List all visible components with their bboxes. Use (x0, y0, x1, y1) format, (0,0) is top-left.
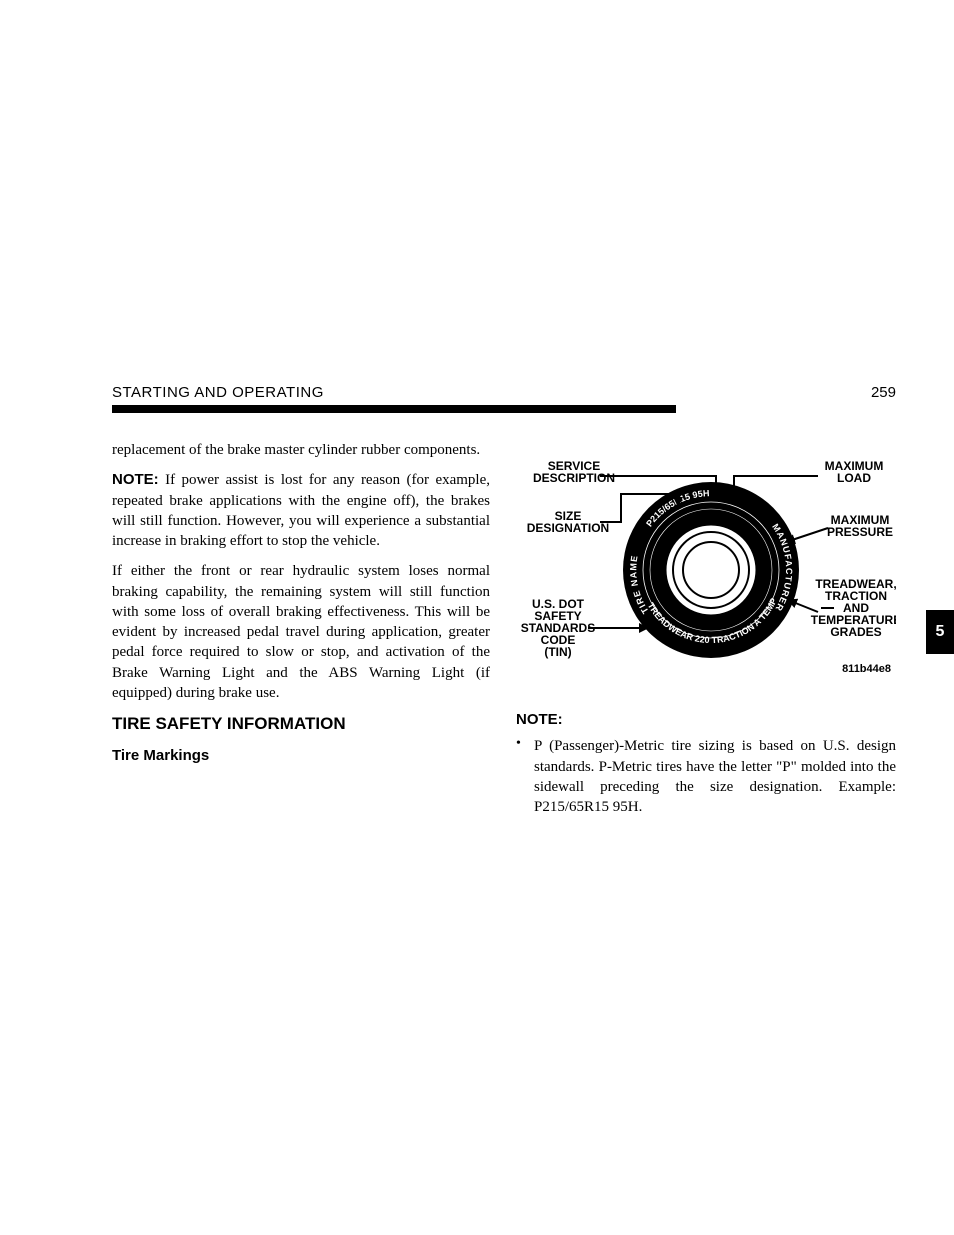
bullet-text: P (Passenger)-Metric tire sizing is base… (534, 736, 896, 817)
para-brake-replacement: replacement of the brake master cylinder… (112, 440, 490, 460)
note-label-right: NOTE: (516, 711, 563, 728)
heading-tire-safety: TIRE SAFETY INFORMATION (112, 713, 490, 736)
header-rule (112, 405, 676, 413)
note-block: NOTE: (516, 710, 896, 730)
label-size-2: DESIGNATION (527, 521, 609, 535)
para-note-power-assist: NOTE: If power assist is lost for any re… (112, 470, 490, 551)
note-label: NOTE: (112, 471, 159, 488)
right-column: P215/65R15 95H MANUFACTURER TIRE NAME TR… (516, 440, 896, 825)
note-body: If power assist is lost for any reason (… (112, 472, 490, 549)
heading-tire-markings: Tire Markings (112, 746, 490, 766)
label-maxpress-2: PRESSURE (827, 525, 893, 539)
content-columns: replacement of the brake master cylinder… (112, 440, 896, 825)
label-dot-5: (TIN) (544, 645, 571, 659)
figure-id: 811b44e8 (842, 663, 891, 675)
para-hydraulic-loss: If either the front or rear hydraulic sy… (112, 561, 490, 703)
left-column: replacement of the brake master cylinder… (112, 440, 490, 825)
tire-markings-figure: P215/65R15 95H MANUFACTURER TIRE NAME TR… (516, 440, 896, 700)
label-maxload-2: LOAD (837, 471, 871, 485)
label-service-2: DESCRIPTION (533, 471, 615, 485)
header-page-number: 259 (871, 384, 896, 401)
bullet-p-metric: • P (Passenger)-Metric tire sizing is ba… (516, 736, 896, 817)
page-header: STARTING AND OPERATING 259 (112, 384, 896, 413)
header-section-title: STARTING AND OPERATING (112, 384, 324, 401)
bullet-dot-icon: • (516, 736, 534, 817)
page-tab: 5 (926, 610, 954, 654)
label-grades-5: GRADES (830, 625, 881, 639)
